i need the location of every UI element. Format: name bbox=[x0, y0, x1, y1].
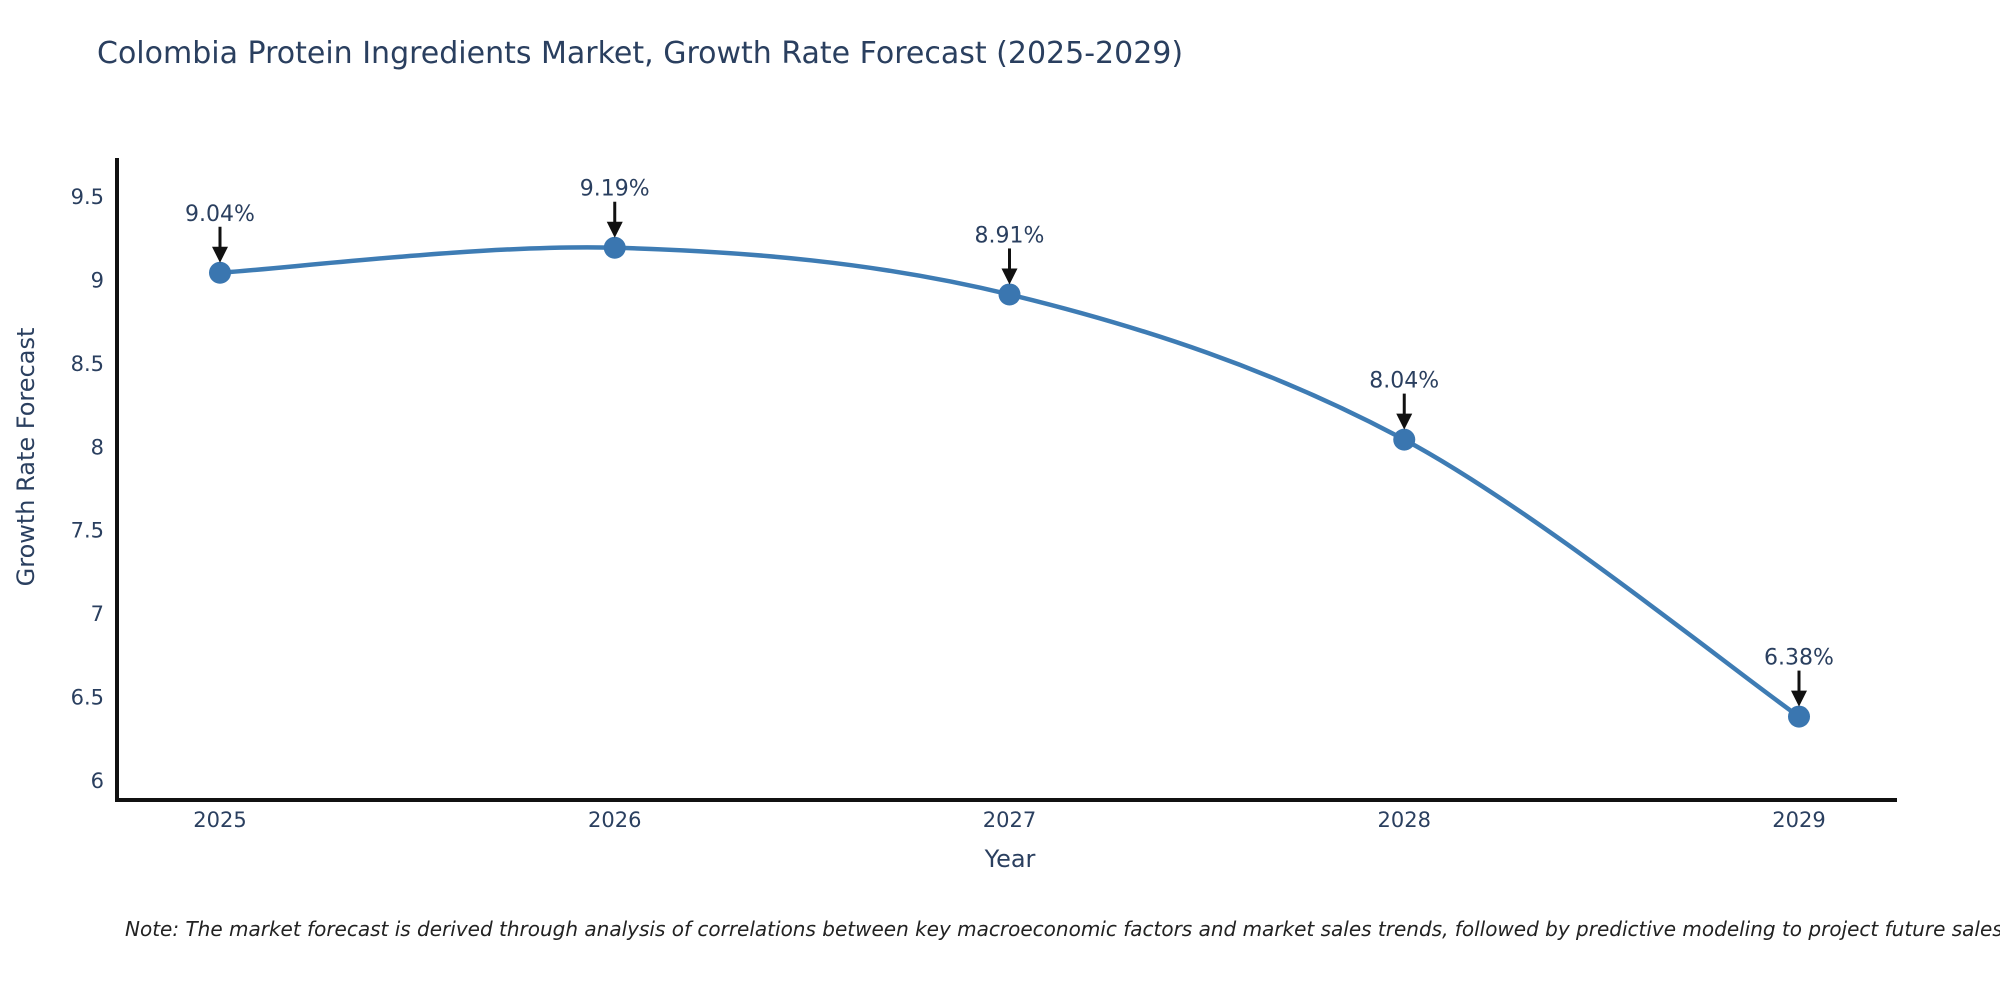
annotation-arrow-head bbox=[1001, 268, 1018, 285]
y-tick-label: 8.5 bbox=[71, 352, 104, 376]
y-tick-label: 8 bbox=[91, 435, 104, 459]
data-point-marker[interactable] bbox=[209, 261, 231, 284]
y-tick-label: 7 bbox=[91, 602, 104, 626]
series-line bbox=[219, 245, 1801, 719]
y-tick-label: 6 bbox=[91, 769, 104, 793]
data-point-marker[interactable] bbox=[1393, 428, 1416, 451]
x-tick-label: 2026 bbox=[588, 808, 641, 832]
data-point-label: 8.91% bbox=[975, 223, 1045, 248]
data-point-label: 8.04% bbox=[1369, 369, 1439, 394]
x-tick-label: 2027 bbox=[983, 808, 1036, 832]
y-tick-label: 6.5 bbox=[71, 686, 104, 710]
data-point-marker[interactable] bbox=[998, 283, 1021, 306]
data-point-label: 9.04% bbox=[185, 202, 255, 227]
y-tick-label: 7.5 bbox=[71, 519, 104, 543]
data-point-marker[interactable] bbox=[603, 236, 626, 259]
annotation-arrow-head bbox=[212, 246, 228, 263]
x-tick-label: 2029 bbox=[1772, 808, 1825, 832]
x-tick-label: 2025 bbox=[193, 808, 246, 832]
footnote: Note: The market forecast is derived thr… bbox=[125, 917, 2000, 941]
y-tick-label: 9 bbox=[91, 268, 104, 292]
chart-title: Colombia Protein Ingredients Market, Gro… bbox=[97, 36, 1184, 71]
x-axis-title: Year bbox=[984, 845, 1036, 873]
annotation-arrow-head bbox=[606, 221, 623, 238]
data-point-label: 6.38% bbox=[1764, 646, 1834, 671]
data-point-marker[interactable] bbox=[1788, 705, 1810, 728]
x-tick-label: 2028 bbox=[1378, 808, 1431, 832]
y-tick-label: 9.5 bbox=[71, 185, 104, 209]
data-point-label: 9.19% bbox=[580, 177, 650, 202]
annotation-arrow-head bbox=[1791, 690, 1807, 707]
annotation-arrow-head bbox=[1396, 413, 1413, 430]
